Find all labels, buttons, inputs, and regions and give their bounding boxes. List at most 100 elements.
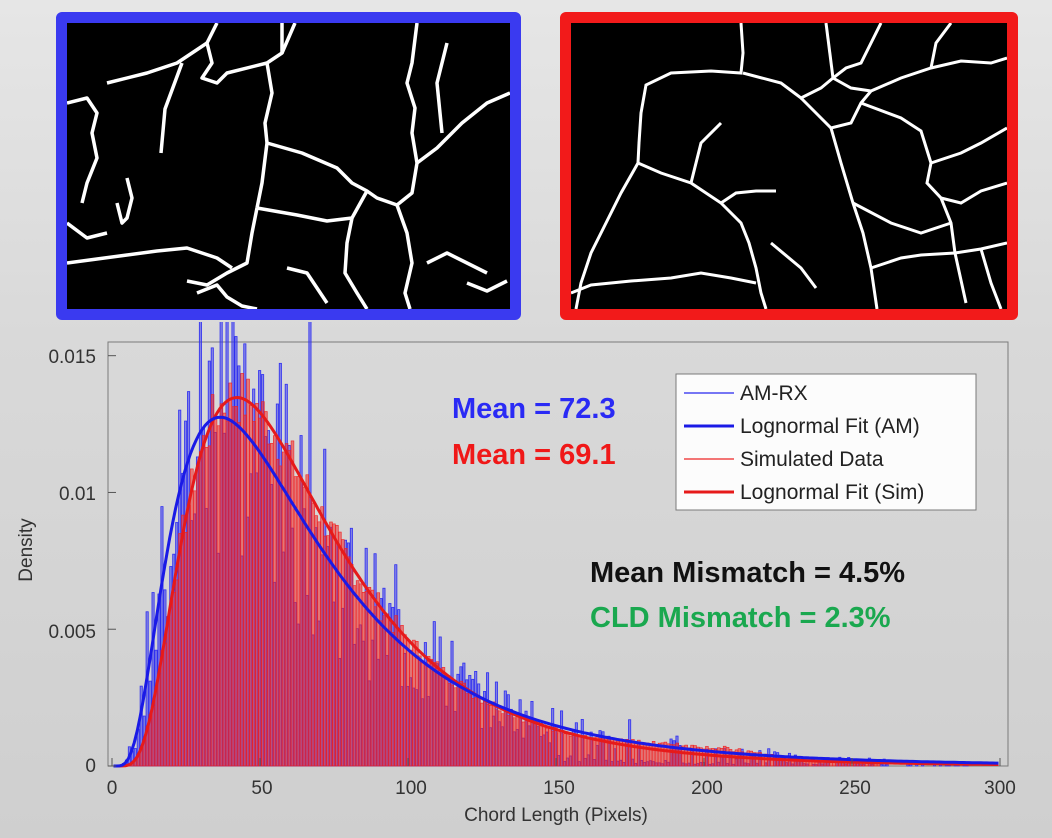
sim-bar [391, 632, 395, 767]
x-tick-label-0: 0 [107, 778, 118, 799]
sim-bar [403, 634, 407, 767]
sim-bar [373, 606, 378, 767]
sim-bar [645, 742, 650, 767]
axis-ticks [108, 355, 1001, 767]
sim-bar [465, 693, 469, 767]
sim-bar [471, 698, 475, 767]
sim-bar [341, 539, 345, 767]
sim-bar [187, 504, 191, 767]
sim-bar [509, 713, 514, 767]
sim-bar [524, 717, 529, 767]
x-tick-label-2: 100 [395, 778, 427, 799]
sim-bar [447, 683, 452, 767]
sim-bar [207, 445, 212, 767]
sim-bar [193, 490, 197, 767]
sim-bar [643, 742, 647, 767]
am-bar [879, 763, 883, 767]
lognormal-fit-sim-curve [113, 395, 999, 768]
sim-bar [243, 414, 247, 767]
sim-bar [462, 682, 466, 767]
y-tick-label-0: 0 [85, 756, 96, 777]
sim-bar [349, 564, 354, 767]
sim-bar [592, 737, 597, 767]
sim-bar [503, 709, 508, 767]
sim-bar [379, 620, 383, 767]
sim-bar [468, 691, 472, 767]
sim-bar [429, 658, 434, 767]
sim-bar [204, 447, 209, 767]
legend-label-am-rx: AM-RX [740, 382, 808, 405]
legend-box [675, 373, 977, 511]
sim-bar [326, 535, 330, 767]
x-tick-label-5: 250 [839, 778, 871, 799]
sim-bar [477, 696, 481, 767]
sim-bar [278, 465, 283, 767]
sim-bar [222, 412, 227, 767]
sim-bar [252, 421, 256, 767]
sim-bar [157, 674, 161, 767]
chart-area: 0 0.005 0.01 0.015 0 50 100 150 200 250 … [0, 322, 1052, 838]
sim-bar [352, 585, 357, 767]
sim-bar [355, 580, 360, 767]
sim-bar [308, 496, 312, 767]
sim-bar [533, 723, 537, 767]
am-bar [885, 763, 889, 767]
legend-label-sim: Simulated Data [740, 448, 884, 471]
sim-bar [486, 704, 490, 767]
sim-bar [577, 736, 582, 767]
sim-bar [172, 591, 176, 767]
sim-bar [332, 523, 336, 767]
sim-bar [586, 737, 591, 767]
x-tick-label-1: 50 [251, 778, 272, 799]
sim-bar [421, 662, 425, 767]
y-axis-label: Density [16, 518, 37, 582]
x-tick-label-3: 150 [543, 778, 575, 799]
sim-bar [506, 715, 511, 767]
sim-bar [542, 724, 546, 767]
sim-bar [521, 721, 526, 767]
sim-bar [273, 435, 277, 767]
sim-bar [548, 728, 552, 767]
sim-bar [557, 732, 561, 767]
sim-bar [539, 723, 543, 767]
x-tick-label-6: 300 [984, 778, 1016, 799]
sim-bar [598, 738, 603, 767]
sim-bar [406, 639, 410, 767]
sim-bar [178, 533, 182, 767]
sim-bar [358, 583, 363, 767]
sim-bar [361, 591, 366, 767]
sim-bar [184, 532, 188, 767]
sim-bar [234, 406, 238, 767]
sim-bar [426, 656, 431, 767]
sim-bar [397, 630, 401, 767]
x-tick-label-4: 200 [691, 778, 723, 799]
sim-bar [311, 502, 315, 767]
sim-bar [474, 697, 478, 767]
sim-bar [569, 735, 573, 767]
sim-bar [450, 684, 455, 767]
sim-bar [518, 717, 523, 767]
sim-bar [415, 641, 419, 767]
sim-bar [388, 620, 392, 767]
sim-bar [382, 615, 386, 767]
sim-bar [364, 590, 369, 767]
sim-bar [299, 478, 304, 767]
sim-bar [255, 403, 259, 767]
sim-bar [151, 705, 156, 767]
sim-bar [435, 661, 440, 767]
sim-bar [566, 733, 570, 767]
sim-bar [216, 425, 221, 767]
sim-bar [385, 613, 389, 767]
sim-bar [314, 515, 318, 767]
sim-histogram-bars [127, 373, 881, 767]
sim-bar [296, 476, 301, 767]
fit-curves [113, 395, 999, 768]
sim-bar [258, 417, 262, 767]
sim-bar [625, 739, 629, 767]
sim-bar [515, 715, 520, 767]
sim-bar [545, 727, 549, 767]
sim-bar [335, 524, 339, 767]
sim-bar [536, 720, 540, 767]
am-micrograph-panel [56, 12, 521, 320]
sim-bar [583, 735, 588, 767]
